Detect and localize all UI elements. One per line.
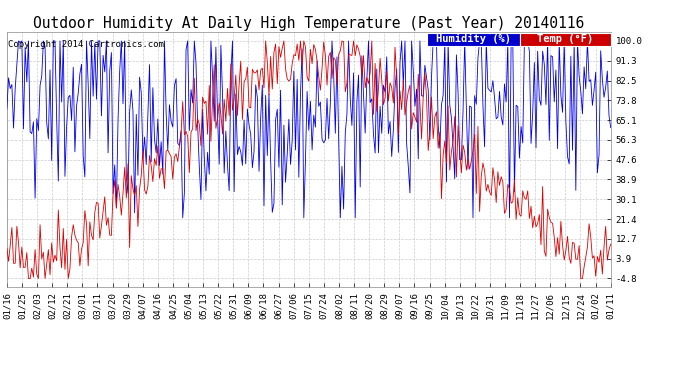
Title: Outdoor Humidity At Daily High Temperature (Past Year) 20140116: Outdoor Humidity At Daily High Temperatu…	[33, 16, 584, 31]
Text: Humidity (%): Humidity (%)	[436, 34, 511, 44]
Text: Temp (°F): Temp (°F)	[538, 34, 593, 44]
FancyBboxPatch shape	[520, 33, 611, 46]
FancyBboxPatch shape	[426, 33, 520, 46]
Text: Copyright 2014 Cartronics.com: Copyright 2014 Cartronics.com	[8, 39, 164, 48]
